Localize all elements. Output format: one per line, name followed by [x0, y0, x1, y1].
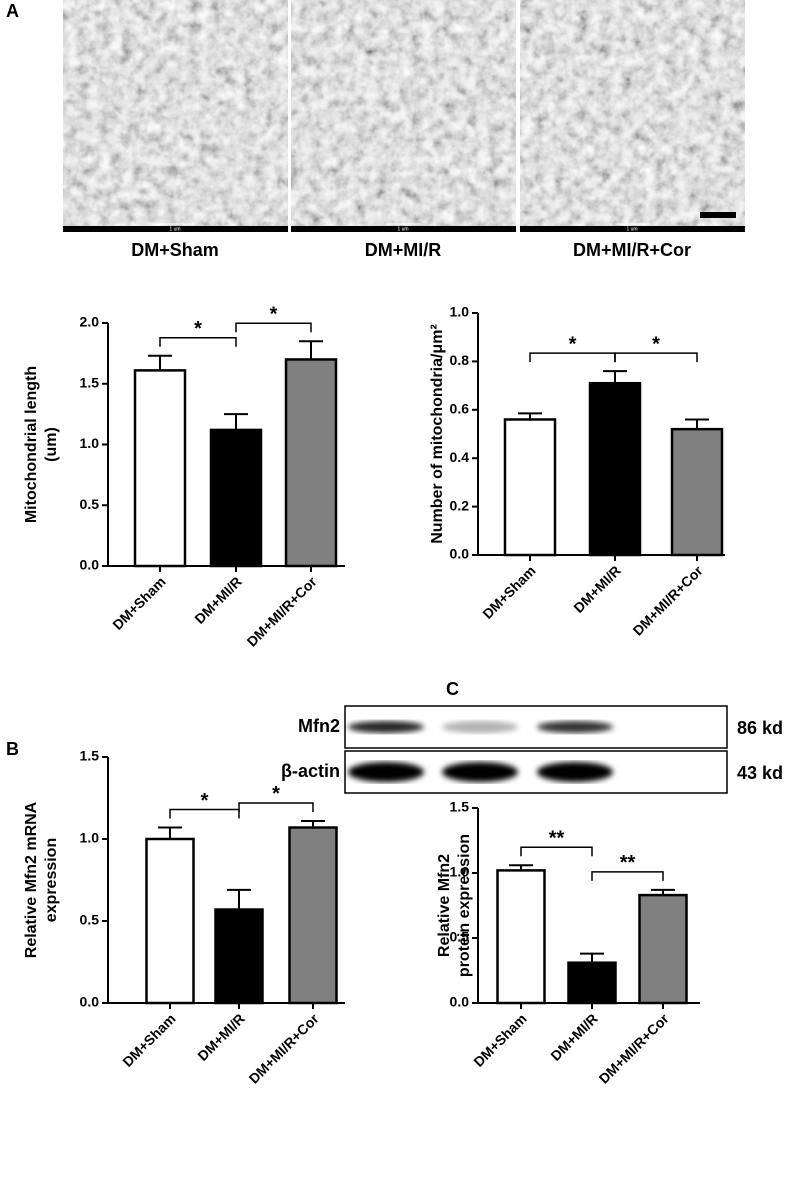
bar [588, 381, 642, 557]
y-tick-label: 0.0 [80, 994, 100, 1010]
panel-label: A [6, 1, 19, 21]
significance-label: ** [620, 852, 636, 874]
micrograph [520, 0, 745, 226]
y-axis-label: expression [43, 838, 60, 922]
bar [214, 908, 264, 1005]
x-tick-label: DM+MI/R+Cor [244, 573, 321, 650]
significance-label: * [201, 790, 209, 812]
x-tick-label: DM+MI/R [194, 1010, 247, 1063]
blot-label: Mfn2 [298, 716, 340, 736]
panel-label: C [446, 679, 459, 699]
image-caption: DM+MI/R+Cor [573, 240, 691, 260]
y-tick-label: 1.5 [80, 374, 100, 390]
y-tick-label: 0.5 [80, 496, 100, 512]
y-axis-label: Relative Mfn2 mRNA [23, 801, 40, 958]
significance-bracket [159, 337, 237, 347]
y-tick-label: 1.0 [80, 435, 100, 451]
blot-band [537, 762, 613, 782]
significance-bracket [169, 808, 240, 819]
x-tick-label: DM+MI/R [191, 573, 244, 626]
micrograph [291, 0, 516, 226]
image-caption: DM+MI/R [365, 240, 442, 260]
y-tick-label: 0.5 [450, 929, 470, 945]
y-tick-label: 0.0 [450, 994, 470, 1010]
image-caption: DM+Sham [131, 240, 219, 260]
y-tick-label: 0.0 [80, 557, 100, 573]
blot-band [348, 762, 424, 782]
blot-band [442, 762, 518, 782]
y-tick-label: 0.0 [450, 546, 470, 562]
y-tick-label: 0.8 [450, 352, 470, 368]
bar [133, 369, 187, 568]
bar [284, 358, 338, 568]
blot-size: 86 kd [737, 718, 783, 738]
significance-label: ** [549, 827, 565, 849]
blot-band [442, 721, 518, 733]
bar [145, 837, 195, 1005]
significance-label: * [270, 304, 278, 326]
scale-text: 1 um [626, 226, 637, 232]
scale-text: 1 um [397, 226, 408, 232]
y-tick-label: 1.5 [450, 799, 470, 815]
significance-label: * [194, 318, 202, 340]
significance-bracket [591, 871, 664, 881]
blot-size: 43 kd [737, 763, 783, 783]
significance-label: * [272, 783, 280, 805]
bar [288, 826, 338, 1005]
bar [638, 893, 688, 1005]
bar [209, 428, 263, 568]
y-axis-label: Mitochondrial length [23, 366, 40, 523]
y-tick-label: 1.0 [450, 864, 470, 880]
y-tick-label: 1.5 [80, 748, 100, 764]
x-tick-label: DM+Sham [479, 562, 538, 621]
panel-label: B [6, 739, 19, 759]
blot-band [537, 721, 613, 733]
scale-strip [520, 226, 745, 232]
y-tick-label: 0.6 [450, 401, 470, 417]
bar [567, 961, 617, 1005]
x-tick-label: DM+MI/R+Cor [630, 562, 707, 639]
y-axis-label: Number of mitochondria/μm² [429, 324, 446, 544]
y-tick-label: 1.0 [80, 830, 100, 846]
scale-bar [700, 212, 736, 218]
x-tick-label: DM+Sham [119, 1010, 178, 1069]
significance-bracket [238, 802, 314, 812]
y-tick-label: 0.5 [80, 912, 100, 928]
x-tick-label: DM+Sham [109, 573, 168, 632]
x-tick-label: DM+MI/R [570, 562, 623, 615]
x-tick-label: DM+MI/R [547, 1010, 600, 1063]
significance-bracket [235, 322, 312, 333]
scale-strip [63, 226, 288, 232]
x-tick-label: DM+MI/R+Cor [246, 1010, 323, 1087]
bar [670, 427, 724, 557]
significance-label: * [569, 333, 577, 355]
y-axis-label: Relative Mfn2 [436, 854, 453, 957]
y-tick-label: 1.0 [450, 304, 470, 320]
significance-bracket [520, 846, 593, 857]
blot-label: β-actin [281, 761, 340, 781]
scale-strip [291, 226, 516, 232]
scale-text: 1 um [169, 226, 180, 232]
bar [496, 869, 546, 1005]
x-tick-label: DM+Sham [470, 1010, 529, 1069]
bar [503, 418, 557, 557]
y-axis-label: protein expression [456, 834, 473, 977]
y-tick-label: 0.2 [450, 497, 470, 513]
y-tick-label: 2.0 [80, 314, 100, 330]
blot-band [348, 721, 424, 733]
y-axis-label: (um) [43, 427, 60, 462]
micrograph [63, 0, 288, 226]
y-tick-label: 0.4 [450, 449, 470, 465]
x-tick-label: DM+MI/R+Cor [596, 1010, 673, 1087]
significance-label: * [652, 333, 660, 355]
significance-bracket [614, 352, 698, 363]
